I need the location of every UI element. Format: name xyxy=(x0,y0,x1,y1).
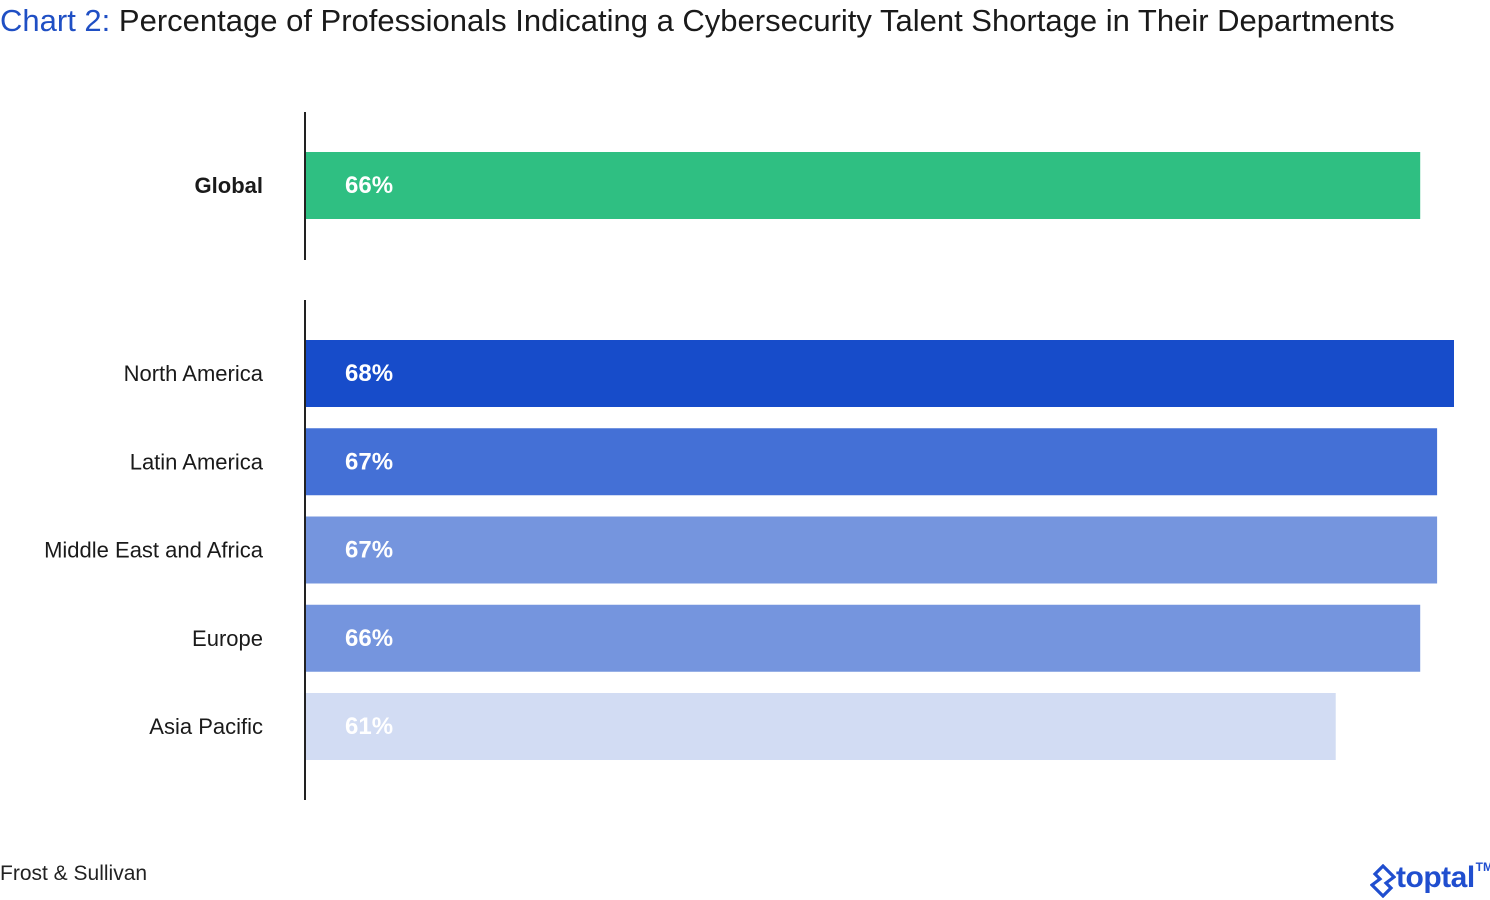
logo-text: toptal xyxy=(1396,861,1475,894)
bar-north-america xyxy=(305,340,1454,407)
data-label: 68% xyxy=(345,360,393,387)
bar-asia-pacific xyxy=(305,693,1336,760)
category-label: Middle East and Africa xyxy=(44,538,264,563)
toptal-logo-icon xyxy=(1370,864,1396,898)
category-label: North America xyxy=(124,361,264,386)
chart-title-prefix: Chart 2: xyxy=(0,3,111,38)
bar-middle-east-and-africa xyxy=(305,516,1438,584)
bar-europe xyxy=(305,604,1421,672)
bar-latin-america xyxy=(305,428,1438,496)
chart-title-text: Percentage of Professionals Indicating a… xyxy=(118,3,1395,38)
data-label: 66% xyxy=(345,172,393,199)
category-label: Europe xyxy=(192,626,263,651)
category-label: Latin America xyxy=(130,449,264,474)
data-label: 61% xyxy=(345,713,393,740)
bar-global xyxy=(305,152,1421,219)
toptal-logo: toptal TM xyxy=(1370,860,1490,900)
logo-trademark: TM xyxy=(1475,860,1490,874)
chart-title: Chart 2: Percentage of Professionals Ind… xyxy=(0,0,1440,42)
data-label: 66% xyxy=(345,625,393,652)
source-note: Frost & Sullivan xyxy=(0,862,148,885)
data-label: 67% xyxy=(345,448,393,475)
data-label: 67% xyxy=(345,537,393,564)
category-label: Global xyxy=(195,173,263,198)
category-label: Asia Pacific xyxy=(149,714,263,739)
